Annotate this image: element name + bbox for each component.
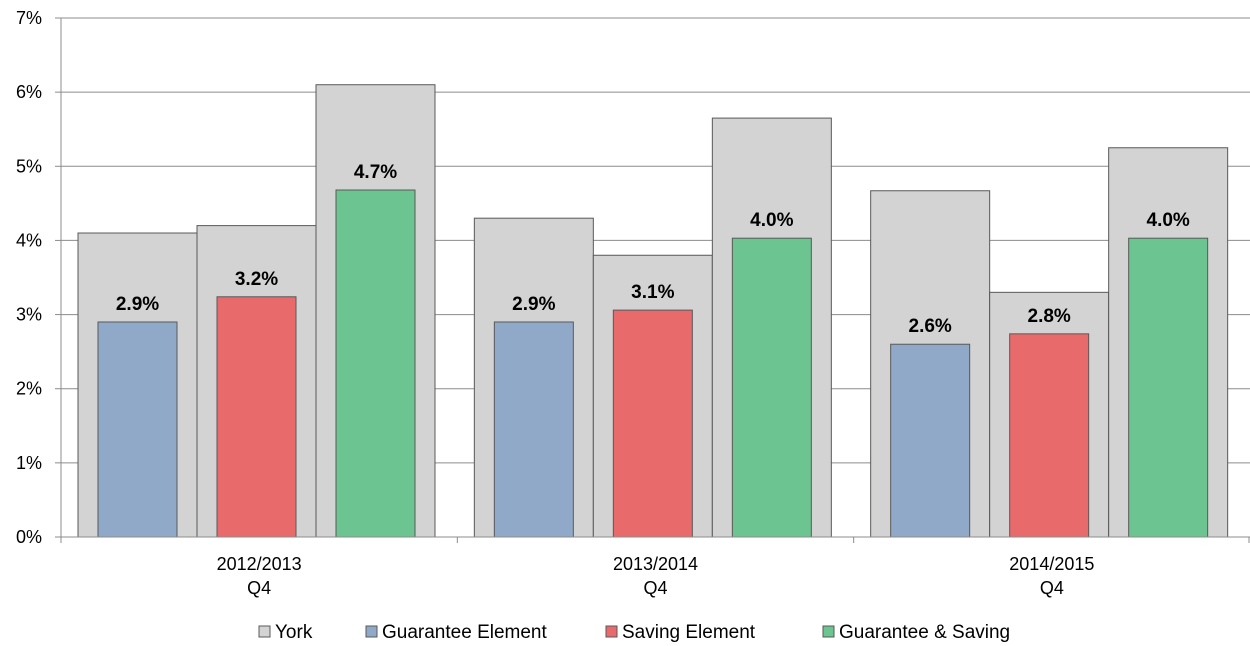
legend-label: Saving Element: [622, 622, 756, 643]
legend-swatch: [605, 625, 618, 638]
legend-swatch: [822, 625, 835, 638]
x-tick-label-sub: Q4: [247, 578, 271, 598]
legend-label: Guarantee Element: [382, 622, 547, 643]
data-label: 3.1%: [631, 282, 674, 303]
x-tick-label: 2014/2015: [1009, 554, 1094, 574]
series-bar: [731, 237, 812, 538]
series-bar: [890, 343, 971, 538]
series-bar: [335, 189, 416, 538]
y-tick-label: 1%: [16, 453, 42, 473]
x-tick-labels: 2012/2013 Q4 2013/2014 Q4 2014/2015 Q4: [217, 554, 1095, 598]
axes: [55, 17, 1250, 543]
x-tick-label-sub: Q4: [1040, 578, 1064, 598]
data-label: 2.8%: [1028, 306, 1071, 327]
legend-label: York: [275, 622, 313, 643]
data-label: 4.7%: [354, 162, 397, 183]
legend-swatch: [365, 625, 378, 638]
data-labels: 2.9% 2.9% 2.6% 3.2% 3.1% 2.8% 4.7% 4.0% 4.0%: [116, 162, 1190, 337]
y-tick-labels: 0% 1% 2% 3% 4% 5% 6% 7%: [16, 8, 42, 547]
y-tick-label: 6%: [16, 82, 42, 102]
data-label: 2.6%: [909, 316, 952, 337]
data-label: 2.9%: [116, 294, 159, 315]
y-tick-label: 4%: [16, 230, 42, 250]
x-tick-label-sub: Q4: [643, 578, 667, 598]
legend: York Guarantee Element Saving Element Guara…: [258, 622, 1010, 643]
data-label: 2.9%: [512, 294, 555, 315]
y-tick-label: 7%: [16, 8, 42, 28]
y-tick-label: 5%: [16, 156, 42, 176]
y-tick-label: 3%: [16, 305, 42, 325]
data-label: 3.2%: [235, 269, 278, 290]
y-tick-label: 0%: [16, 527, 42, 547]
series-bar: [216, 296, 297, 538]
series-bar: [1009, 333, 1090, 538]
series-bars: [97, 189, 1209, 538]
series-bar: [1128, 237, 1209, 538]
series-bar: [493, 321, 574, 538]
legend-label: Guarantee & Saving: [839, 622, 1010, 643]
x-tick-label: 2013/2014: [613, 554, 698, 574]
x-tick-label: 2012/2013: [217, 554, 302, 574]
y-tick-label: 2%: [16, 379, 42, 399]
series-bar: [97, 321, 178, 538]
series-bar: [612, 309, 693, 538]
legend-swatch: [258, 625, 271, 638]
data-label: 4.0%: [750, 210, 793, 231]
data-label: 4.0%: [1147, 210, 1190, 231]
